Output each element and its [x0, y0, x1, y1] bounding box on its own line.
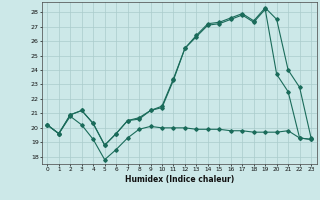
X-axis label: Humidex (Indice chaleur): Humidex (Indice chaleur) — [124, 175, 234, 184]
